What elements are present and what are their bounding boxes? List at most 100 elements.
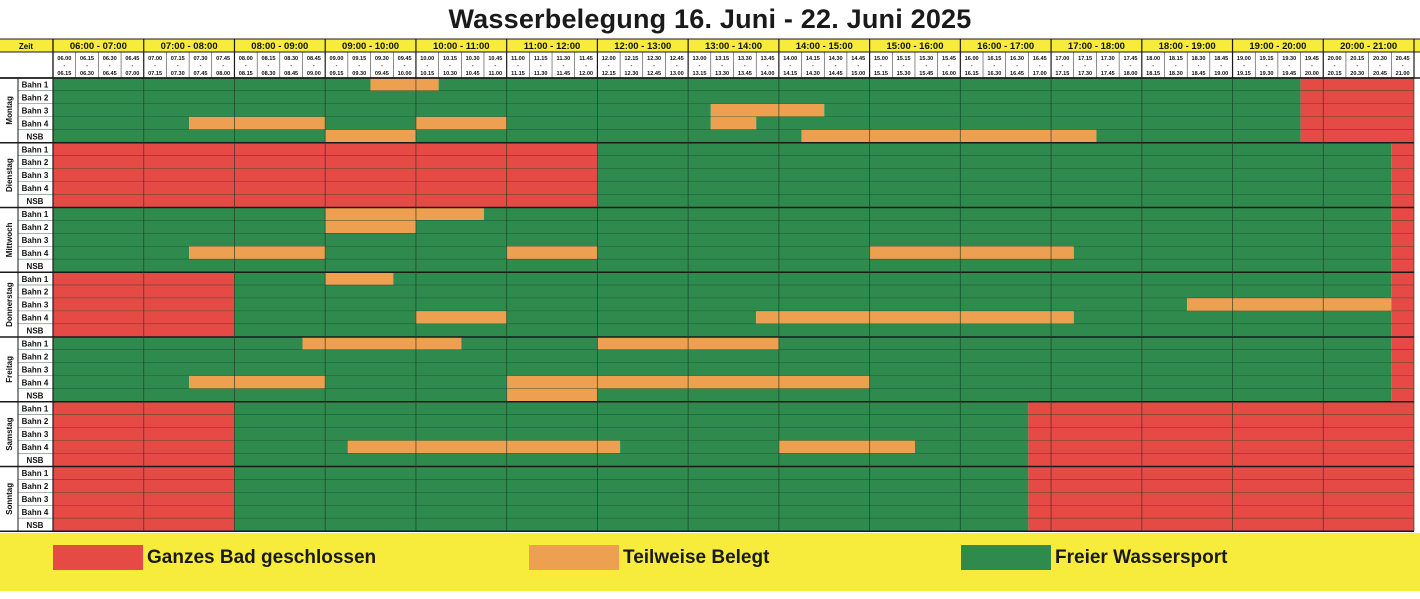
slot-segment-F <box>234 505 1029 519</box>
slot-segment-F <box>234 518 1029 532</box>
slot-segment-C <box>1391 246 1414 260</box>
slot-segment-C <box>1391 349 1414 363</box>
slot-start-label: 11.15 <box>534 56 548 62</box>
slot-dash: - <box>835 63 837 69</box>
day-label: Freitag <box>5 356 14 383</box>
slot-end-label: 08.45 <box>284 71 298 77</box>
lane-label-cell <box>18 505 53 519</box>
slot-start-label: 12.30 <box>647 56 661 62</box>
slot-dash: - <box>1266 63 1268 69</box>
slot-segment-F <box>597 246 870 260</box>
slot-dash: - <box>903 63 905 69</box>
slot-dash: - <box>404 63 406 69</box>
slot-start-label: 10.30 <box>466 56 480 62</box>
lane-label: Bahn 3 <box>22 365 49 374</box>
lane-label: Bahn 4 <box>22 443 49 452</box>
slot-end-label: 11.45 <box>557 71 571 77</box>
slot-segment-F <box>53 337 303 350</box>
hour-label: 08:00 - 09:00 <box>251 41 308 52</box>
day-cell <box>0 78 18 143</box>
slot-start-label: 10.15 <box>443 56 457 62</box>
slot-dash: - <box>948 63 950 69</box>
slot-end-label: 20.30 <box>1350 71 1364 77</box>
slot-dash: - <box>1175 63 1177 69</box>
slot-segment-C <box>1391 155 1414 169</box>
lane-label: Bahn 4 <box>22 249 49 258</box>
slot-dash: - <box>290 63 292 69</box>
slot-segment-F <box>53 233 1392 247</box>
slot-segment-F <box>778 337 1392 350</box>
slot-start-label: 13.45 <box>761 56 775 62</box>
lane-label: Bahn 4 <box>22 314 49 323</box>
slot-start-label: 15.45 <box>942 56 956 62</box>
lane-label-cell <box>18 90 53 104</box>
slot-dash: - <box>585 63 587 69</box>
lane-label: NSB <box>27 197 44 206</box>
slot-start-label: 19.15 <box>1260 56 1274 62</box>
slot-end-label: 06.45 <box>103 71 117 77</box>
slot-end-label: 16.00 <box>942 71 956 77</box>
slot-segment-C <box>1300 103 1414 117</box>
slot-start-label: 08.30 <box>284 56 298 62</box>
slot-segment-C <box>1300 90 1414 104</box>
hour-label: 15:00 - 16:00 <box>886 41 943 52</box>
lane-label: Bahn 4 <box>22 184 49 193</box>
slot-segment-F <box>53 103 711 117</box>
slot-segment-P <box>506 246 598 260</box>
slot-start-label: 07.45 <box>216 56 230 62</box>
slot-segment-C <box>1300 116 1414 130</box>
slot-segment-F <box>415 220 1392 234</box>
lane-label-cell <box>18 349 53 363</box>
slot-dash: - <box>857 63 859 69</box>
slot-segment-C <box>1391 337 1414 350</box>
lane-label: Bahn 2 <box>22 352 49 361</box>
page-title: Wasserbelegung 16. Juni - 22. Juni 2025 <box>448 4 972 34</box>
slot-segment-C <box>1391 142 1414 156</box>
lane-label: NSB <box>27 327 44 336</box>
hour-header-band <box>0 39 1420 52</box>
legend-item-partial: Teilweise Belegt <box>529 545 769 570</box>
slot-dash: - <box>426 63 428 69</box>
slot-dash: - <box>1288 63 1290 69</box>
slot-start-label: 17.30 <box>1101 56 1115 62</box>
slot-dash: - <box>177 63 179 69</box>
slot-end-label: 15.00 <box>851 71 865 77</box>
slot-dash: - <box>336 63 338 69</box>
lane-label: Bahn 4 <box>22 378 49 387</box>
slot-start-label: 06.45 <box>125 56 139 62</box>
slot-end-label: 17.45 <box>1101 71 1115 77</box>
slot-start-label: 20.30 <box>1373 56 1387 62</box>
slot-segment-P <box>302 337 462 350</box>
slot-segment-F <box>234 414 1029 428</box>
slot-segment-P <box>415 311 507 325</box>
lane-label: Bahn 1 <box>22 469 49 478</box>
slot-segment-C <box>1391 388 1414 402</box>
slot-start-label: 17.00 <box>1055 56 1069 62</box>
day-cell <box>0 466 18 532</box>
lane-label-cell <box>18 375 53 389</box>
slot-end-label: 17.30 <box>1078 71 1092 77</box>
lane-label-cell <box>18 388 53 402</box>
slot-segment-P <box>801 129 1097 143</box>
legend-item-closed: Ganzes Bad geschlossen <box>53 545 376 570</box>
lane-label: Bahn 3 <box>22 171 49 180</box>
day-cell <box>0 272 18 337</box>
slot-end-label: 15.30 <box>897 71 911 77</box>
slot-segment-F <box>620 440 779 454</box>
slot-segment-C <box>1028 518 1414 532</box>
slot-segment-F <box>824 103 1301 117</box>
slot-end-label: 07.15 <box>148 71 162 77</box>
hour-label: 16:00 - 17:00 <box>977 41 1034 52</box>
slot-segment-F <box>597 181 1392 195</box>
slot-segment-F <box>597 388 1392 402</box>
legend-label-free: Freier Wassersport <box>1055 546 1228 568</box>
slot-segment-F <box>53 388 507 402</box>
slot-segment-F <box>461 337 598 350</box>
hour-label: 07:00 - 08:00 <box>161 41 218 52</box>
lane-label: Bahn 1 <box>22 81 49 90</box>
slot-dash: - <box>1243 63 1245 69</box>
slot-end-label: 11.00 <box>488 71 502 77</box>
slot-start-label: 20.15 <box>1350 56 1364 62</box>
slot-dash: - <box>449 63 451 69</box>
slot-start-label: 11.30 <box>557 56 571 62</box>
